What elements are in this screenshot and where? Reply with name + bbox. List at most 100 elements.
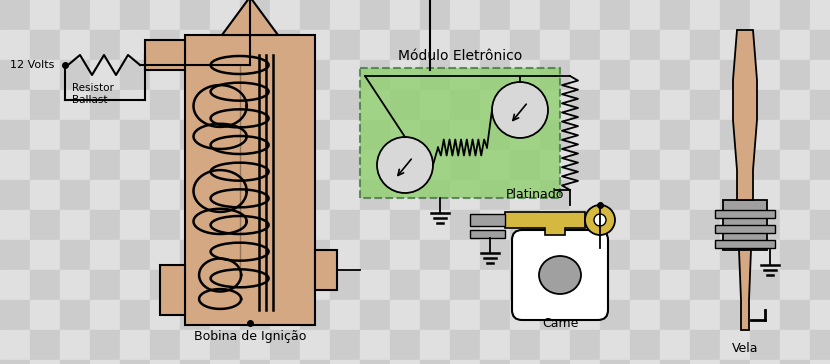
Bar xyxy=(300,120,330,150)
Bar xyxy=(60,180,90,210)
Ellipse shape xyxy=(539,256,581,294)
Bar xyxy=(690,90,720,120)
Bar xyxy=(180,300,210,330)
Bar xyxy=(240,240,270,270)
FancyBboxPatch shape xyxy=(512,230,608,320)
Bar xyxy=(300,330,330,360)
Bar xyxy=(0,180,30,210)
Bar xyxy=(240,330,270,360)
Bar xyxy=(390,60,420,90)
Bar xyxy=(510,330,540,360)
Bar xyxy=(90,90,120,120)
Bar xyxy=(715,225,775,233)
Bar xyxy=(390,210,420,240)
Bar xyxy=(660,90,690,120)
Bar xyxy=(690,210,720,240)
Bar xyxy=(660,180,690,210)
Bar xyxy=(420,300,450,330)
Bar xyxy=(180,0,210,30)
Bar xyxy=(210,240,240,270)
Bar xyxy=(510,210,540,240)
Bar xyxy=(300,240,330,270)
Bar xyxy=(30,90,60,120)
Bar xyxy=(210,30,240,60)
Bar xyxy=(210,360,240,364)
Bar xyxy=(450,240,480,270)
Bar xyxy=(450,150,480,180)
Bar xyxy=(540,30,570,60)
Bar xyxy=(450,180,480,210)
Bar xyxy=(420,150,450,180)
Bar xyxy=(540,330,570,360)
Bar xyxy=(720,120,750,150)
Bar xyxy=(450,300,480,330)
Bar xyxy=(420,240,450,270)
Bar xyxy=(420,90,450,120)
Bar xyxy=(270,300,300,330)
Bar xyxy=(360,180,390,210)
Bar xyxy=(270,330,300,360)
Bar xyxy=(690,300,720,330)
Bar xyxy=(570,210,600,240)
Bar xyxy=(420,60,450,90)
Bar xyxy=(390,180,420,210)
Bar xyxy=(600,30,630,60)
Bar xyxy=(810,150,830,180)
Bar xyxy=(330,210,360,240)
Bar xyxy=(750,0,780,30)
Bar xyxy=(390,0,420,30)
Bar xyxy=(30,330,60,360)
Bar xyxy=(780,180,810,210)
Bar xyxy=(300,270,330,300)
Bar xyxy=(720,210,750,240)
Bar xyxy=(60,210,90,240)
Bar xyxy=(540,180,570,210)
Bar xyxy=(420,360,450,364)
Bar xyxy=(750,210,780,240)
Bar xyxy=(180,30,210,60)
Bar xyxy=(723,200,767,250)
Bar xyxy=(810,120,830,150)
Bar xyxy=(630,300,660,330)
Bar xyxy=(0,240,30,270)
Bar xyxy=(270,90,300,120)
Bar xyxy=(470,230,505,238)
Bar xyxy=(330,30,360,60)
Bar xyxy=(750,240,780,270)
Bar xyxy=(300,360,330,364)
Bar xyxy=(120,240,150,270)
Bar xyxy=(150,300,180,330)
Bar xyxy=(240,60,270,90)
Bar xyxy=(300,90,330,120)
Text: Vela: Vela xyxy=(732,342,759,355)
Bar xyxy=(630,0,660,30)
Bar xyxy=(660,330,690,360)
Bar xyxy=(30,0,60,30)
Bar xyxy=(90,120,120,150)
Bar xyxy=(60,150,90,180)
Bar xyxy=(270,120,300,150)
Circle shape xyxy=(594,214,606,226)
Bar xyxy=(0,300,30,330)
Bar xyxy=(660,0,690,30)
Bar xyxy=(570,180,600,210)
Bar xyxy=(570,90,600,120)
Bar xyxy=(0,90,30,120)
Bar xyxy=(750,150,780,180)
Bar xyxy=(120,90,150,120)
Bar xyxy=(300,300,330,330)
Bar xyxy=(30,150,60,180)
Bar xyxy=(270,30,300,60)
Bar xyxy=(240,30,270,60)
Bar xyxy=(300,30,330,60)
Bar xyxy=(0,270,30,300)
Bar xyxy=(480,330,510,360)
Bar xyxy=(510,60,540,90)
Bar xyxy=(90,330,120,360)
Bar xyxy=(390,240,420,270)
Bar xyxy=(750,270,780,300)
Bar xyxy=(360,0,390,30)
Bar xyxy=(0,150,30,180)
Bar xyxy=(810,210,830,240)
Bar xyxy=(90,150,120,180)
